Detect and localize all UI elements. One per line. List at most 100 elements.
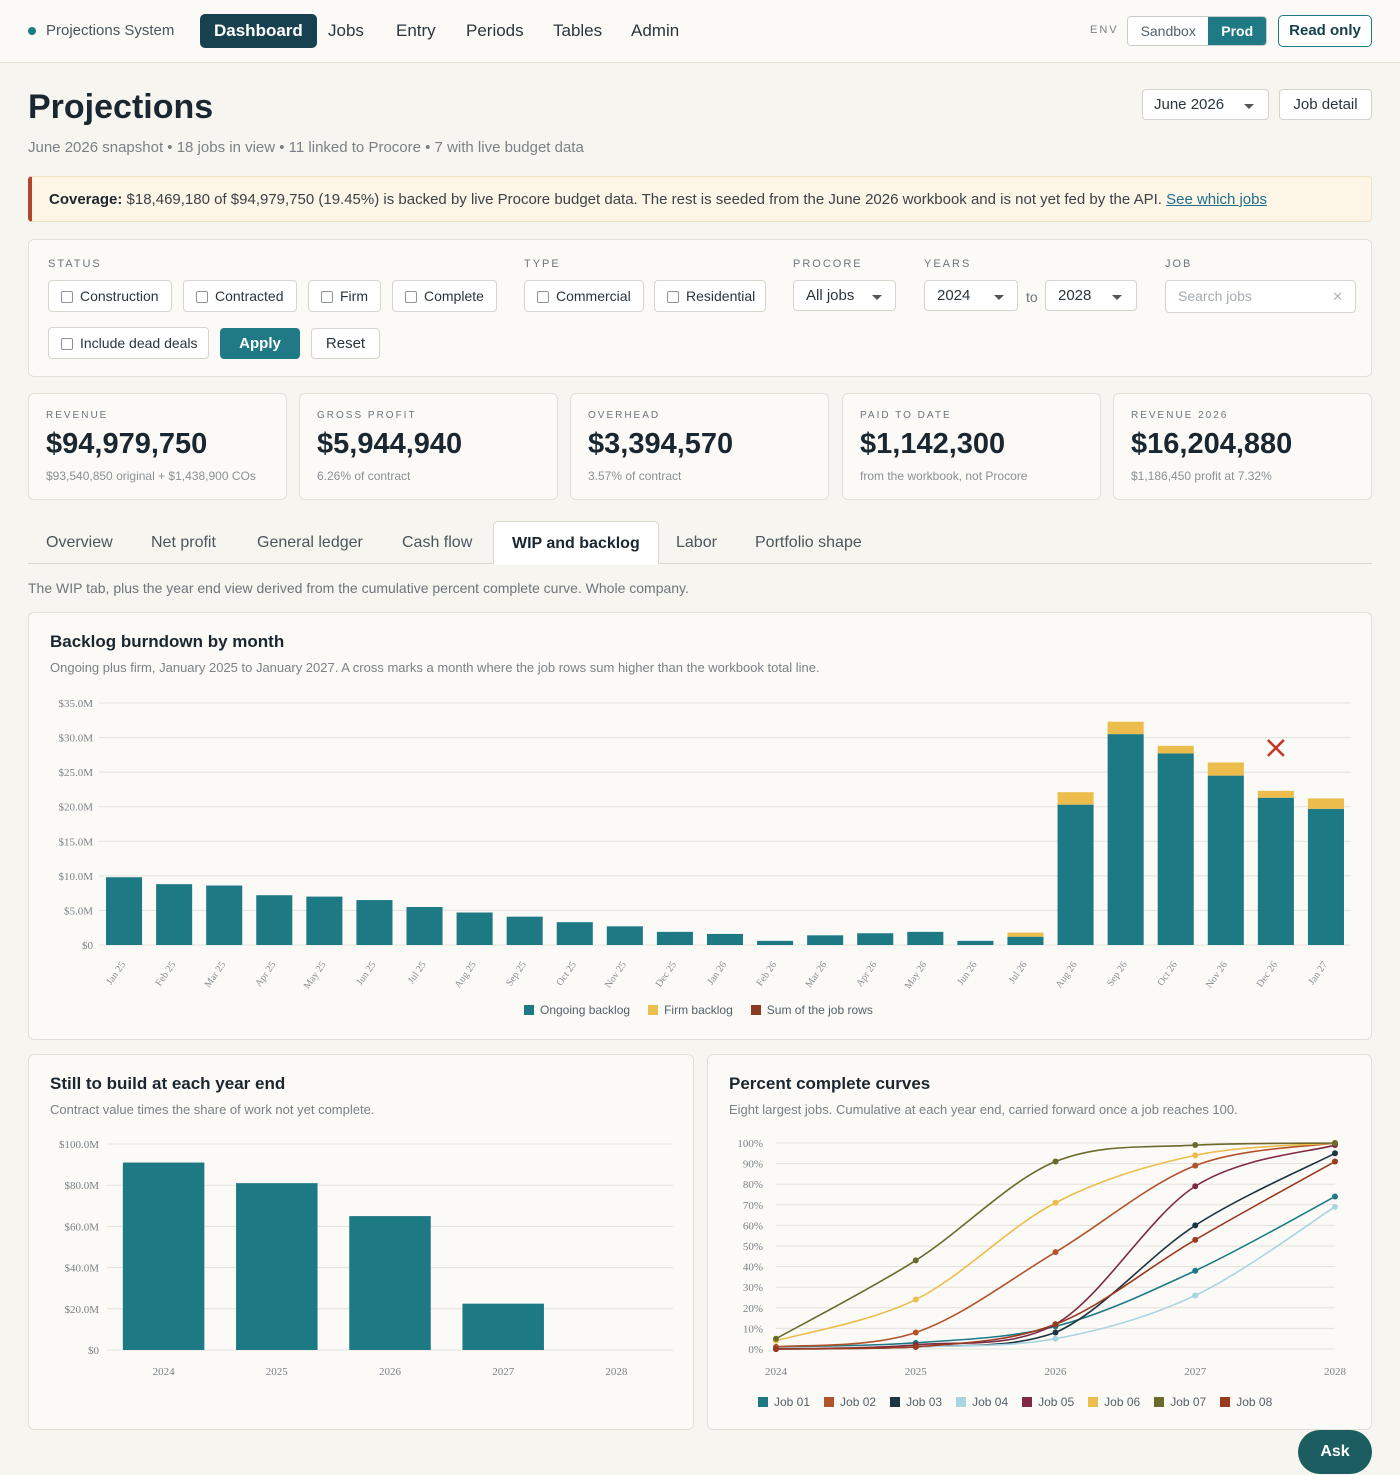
clear-icon[interactable]: ✕ [1332, 289, 1343, 304]
nav-tab-entry[interactable]: Entry [396, 21, 436, 40]
x-tick-label: May 25 [302, 960, 329, 992]
read-only-button[interactable]: Read only [1278, 15, 1372, 47]
still-to-build-bar [462, 1303, 544, 1350]
legend-item: Ongoing backlog [524, 1003, 630, 1017]
x-tick-label: Oct 25 [554, 960, 578, 988]
month-select-value: June 2026 [1154, 96, 1225, 113]
legend-swatch [956, 1397, 967, 1407]
kpi-value: $5,944,940 [317, 428, 463, 460]
x-tick-label: Mar 26 [804, 960, 830, 990]
chevron-down-icon [872, 295, 882, 300]
firm-backlog-bar [1307, 798, 1344, 809]
data-point [1192, 1292, 1199, 1299]
tab-general-ledger[interactable]: General ledger [257, 534, 363, 551]
nav-tab-tables[interactable]: Tables [553, 21, 603, 40]
ask-button[interactable]: Ask [1298, 1430, 1372, 1474]
status-complete-checkbox[interactable]: Complete [392, 280, 497, 312]
kpi-gross-profit: GROSS PROFIT $5,944,940 6.26% of contrac… [299, 393, 558, 500]
tab-overview[interactable]: Overview [46, 534, 113, 551]
reset-button[interactable]: Reset [311, 328, 380, 359]
years-to-label: to [1026, 289, 1038, 305]
procore-select[interactable]: All jobs [793, 280, 896, 311]
kpi-overhead: OVERHEAD $3,394,570 3.57% of contract [570, 393, 829, 500]
y-tick-label: 70% [743, 1200, 763, 1212]
ongoing-backlog-bar [456, 912, 493, 945]
ongoing-backlog-bar [506, 916, 543, 945]
legend-label: Job 06 [1104, 1395, 1141, 1409]
checkbox-label: Residential [686, 288, 756, 304]
year-from-select[interactable]: 2024 [924, 280, 1018, 311]
x-tick-label: Apr 25 [253, 960, 278, 989]
legend-swatch [1154, 1397, 1165, 1407]
y-tick-label: $20.0M [64, 1304, 99, 1316]
nav-tab-periods[interactable]: Periods [466, 21, 524, 40]
x-tick-label: Jan 25 [104, 960, 128, 987]
year-to-select[interactable]: 2028 [1045, 280, 1137, 311]
job-detail-button[interactable]: Job detail [1279, 89, 1372, 120]
include-dead-deals-checkbox[interactable]: Include dead deals [48, 327, 209, 359]
panel-subtitle: Ongoing plus firm, January 2025 to Janua… [50, 660, 820, 675]
tab-net-profit[interactable]: Net profit [151, 534, 216, 551]
tab-labor[interactable]: Labor [676, 534, 717, 551]
year-to-value: 2028 [1058, 287, 1092, 304]
y-tick-label: $0 [88, 1345, 100, 1357]
tab-cash-flow[interactable]: Cash flow [402, 534, 473, 551]
search-placeholder: Search jobs [1178, 288, 1252, 304]
kpi-sub: from the workbook, not Procore [860, 469, 1028, 483]
legend-item: Job 03 [890, 1395, 942, 1409]
see-which-jobs-link[interactable]: See which jobs [1166, 191, 1267, 208]
data-point [1332, 1193, 1338, 1200]
status-firm-checkbox[interactable]: Firm [308, 280, 381, 312]
env-prod-option[interactable]: Prod [1208, 17, 1266, 45]
kpi-label: OVERHEAD [588, 410, 661, 421]
job-search-input[interactable]: Search jobs ✕ [1165, 280, 1356, 313]
tab-portfolio-shape[interactable]: Portfolio shape [755, 534, 862, 551]
ongoing-backlog-bar [106, 877, 143, 945]
apply-button[interactable]: Apply [220, 328, 300, 359]
data-point [1192, 1183, 1199, 1190]
brand[interactable]: Projections System [28, 22, 174, 39]
kpi-revenue: REVENUE $94,979,750 $93,540,850 original… [28, 393, 287, 500]
data-point [1192, 1222, 1199, 1229]
status-contracted-checkbox[interactable]: Contracted [183, 280, 297, 312]
kpi-label: PAID TO DATE [860, 410, 952, 421]
x-tick-label: Sep 26 [1105, 960, 1130, 989]
status-construction-checkbox[interactable]: Construction [48, 280, 172, 312]
y-tick-label: $15.0M [58, 836, 93, 848]
kpi-sub: $1,186,450 profit at 7.32% [1131, 469, 1272, 483]
legend-label: Job 04 [972, 1395, 1009, 1409]
nav-tab-jobs[interactable]: Jobs [328, 21, 364, 40]
x-tick-label: 2027 [492, 1366, 515, 1378]
x-tick-label: 2025 [266, 1366, 289, 1378]
legend-item: Firm backlog [648, 1003, 733, 1017]
legend-swatch [758, 1397, 768, 1407]
ongoing-backlog-bar [807, 935, 844, 945]
kpi-revenue-2026: REVENUE 2026 $16,204,880 $1,186,450 prof… [1113, 393, 1372, 500]
kpi-sub: $93,540,850 original + $1,438,900 COs [46, 469, 256, 483]
nav-tab-dashboard[interactable]: Dashboard [200, 14, 317, 48]
checkbox-label: Firm [340, 288, 368, 304]
x-tick-label: 2026 [379, 1366, 402, 1378]
backlog-burndown-panel: Backlog burndown by month Ongoing plus f… [28, 612, 1372, 1040]
y-tick-label: $20.0M [58, 802, 93, 814]
coverage-label: Coverage: [49, 191, 123, 208]
ongoing-backlog-bar [1007, 936, 1044, 945]
legend-label: Job 07 [1170, 1395, 1207, 1409]
legend-label: Job 01 [774, 1395, 811, 1409]
month-select[interactable]: June 2026 [1142, 89, 1269, 120]
x-tick-label: Nov 25 [603, 960, 629, 991]
y-tick-label: $0 [82, 940, 94, 952]
type-residential-checkbox[interactable]: Residential [654, 280, 766, 312]
nav-tab-admin[interactable]: Admin [631, 21, 680, 40]
firm-backlog-bar [1007, 932, 1044, 937]
years-filter-label: YEARS [924, 258, 972, 270]
type-commercial-checkbox[interactable]: Commercial [524, 280, 644, 312]
tab-wip-and-backlog[interactable]: WIP and backlog [493, 521, 659, 565]
legend-label: Job 08 [1236, 1395, 1273, 1409]
ongoing-backlog-bar [206, 885, 243, 945]
legend-label: Sum of the job rows [766, 1003, 873, 1017]
data-point [1332, 1150, 1338, 1157]
env-sandbox-option[interactable]: Sandbox [1128, 17, 1209, 45]
checkbox-label: Include dead deals [80, 335, 198, 351]
page-subtitle: June 2026 snapshot • 18 jobs in view • 1… [28, 139, 584, 156]
